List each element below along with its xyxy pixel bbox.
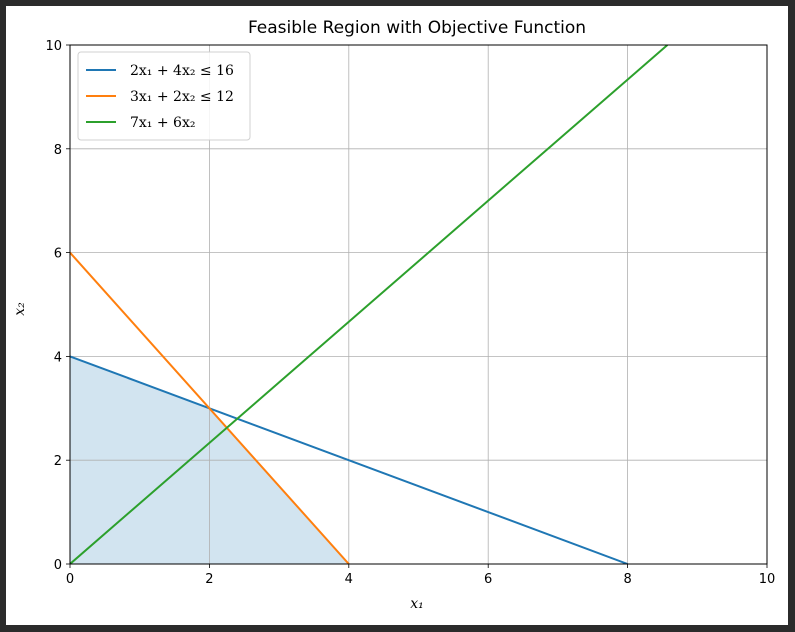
legend-label-1: 2x₁ + 4x₂ ≤ 16 (130, 63, 234, 79)
x-axis-label: x₁ (410, 596, 424, 612)
figure-frame: 0 2 4 6 8 10 0 2 4 6 8 10 Feasible Region with Obje… (6, 6, 788, 625)
series-line-3 (70, 45, 669, 564)
y-tick-label: 4 (54, 350, 62, 365)
legend-box (77, 51, 251, 141)
ticks-layer: 0 2 4 6 8 10 0 2 4 6 8 10 (45, 39, 775, 587)
legend-label-3: 7x₁ + 6x₂ (130, 115, 195, 131)
y-tick-label: 10 (45, 39, 62, 54)
x-tick-label: 0 (66, 572, 74, 587)
y-tick-label: 0 (54, 558, 62, 573)
feasible-region-chart: 0 2 4 6 8 10 0 2 4 6 8 10 Feasible Region with Obje… (12, 18, 775, 612)
x-tick-label: 8 (623, 572, 631, 587)
y-tick-label: 8 (54, 143, 62, 158)
legend: 2x₁ + 4x₂ ≤ 16 3x₁ + 2x₂ ≤ 12 7x₁ + 6x₂ (77, 51, 251, 141)
series-line-1 (70, 355, 628, 564)
axes-layer (69, 44, 768, 565)
series-line-2 (70, 251, 350, 564)
x-tick-label: 6 (484, 572, 492, 587)
x-tick-label: 2 (205, 572, 213, 587)
x-tick-label: 4 (345, 572, 353, 587)
x-tick-label: 10 (759, 572, 776, 587)
legend-label-2: 3x₁ + 2x₂ ≤ 12 (130, 89, 234, 105)
y-axis-label: x₂ (12, 302, 28, 316)
chart-title: Feasible Region with Objective Function (248, 18, 586, 38)
y-tick-label: 2 (54, 454, 62, 469)
plot-frame (69, 44, 768, 565)
y-tick-label: 6 (54, 247, 62, 262)
series-layer (70, 45, 669, 564)
